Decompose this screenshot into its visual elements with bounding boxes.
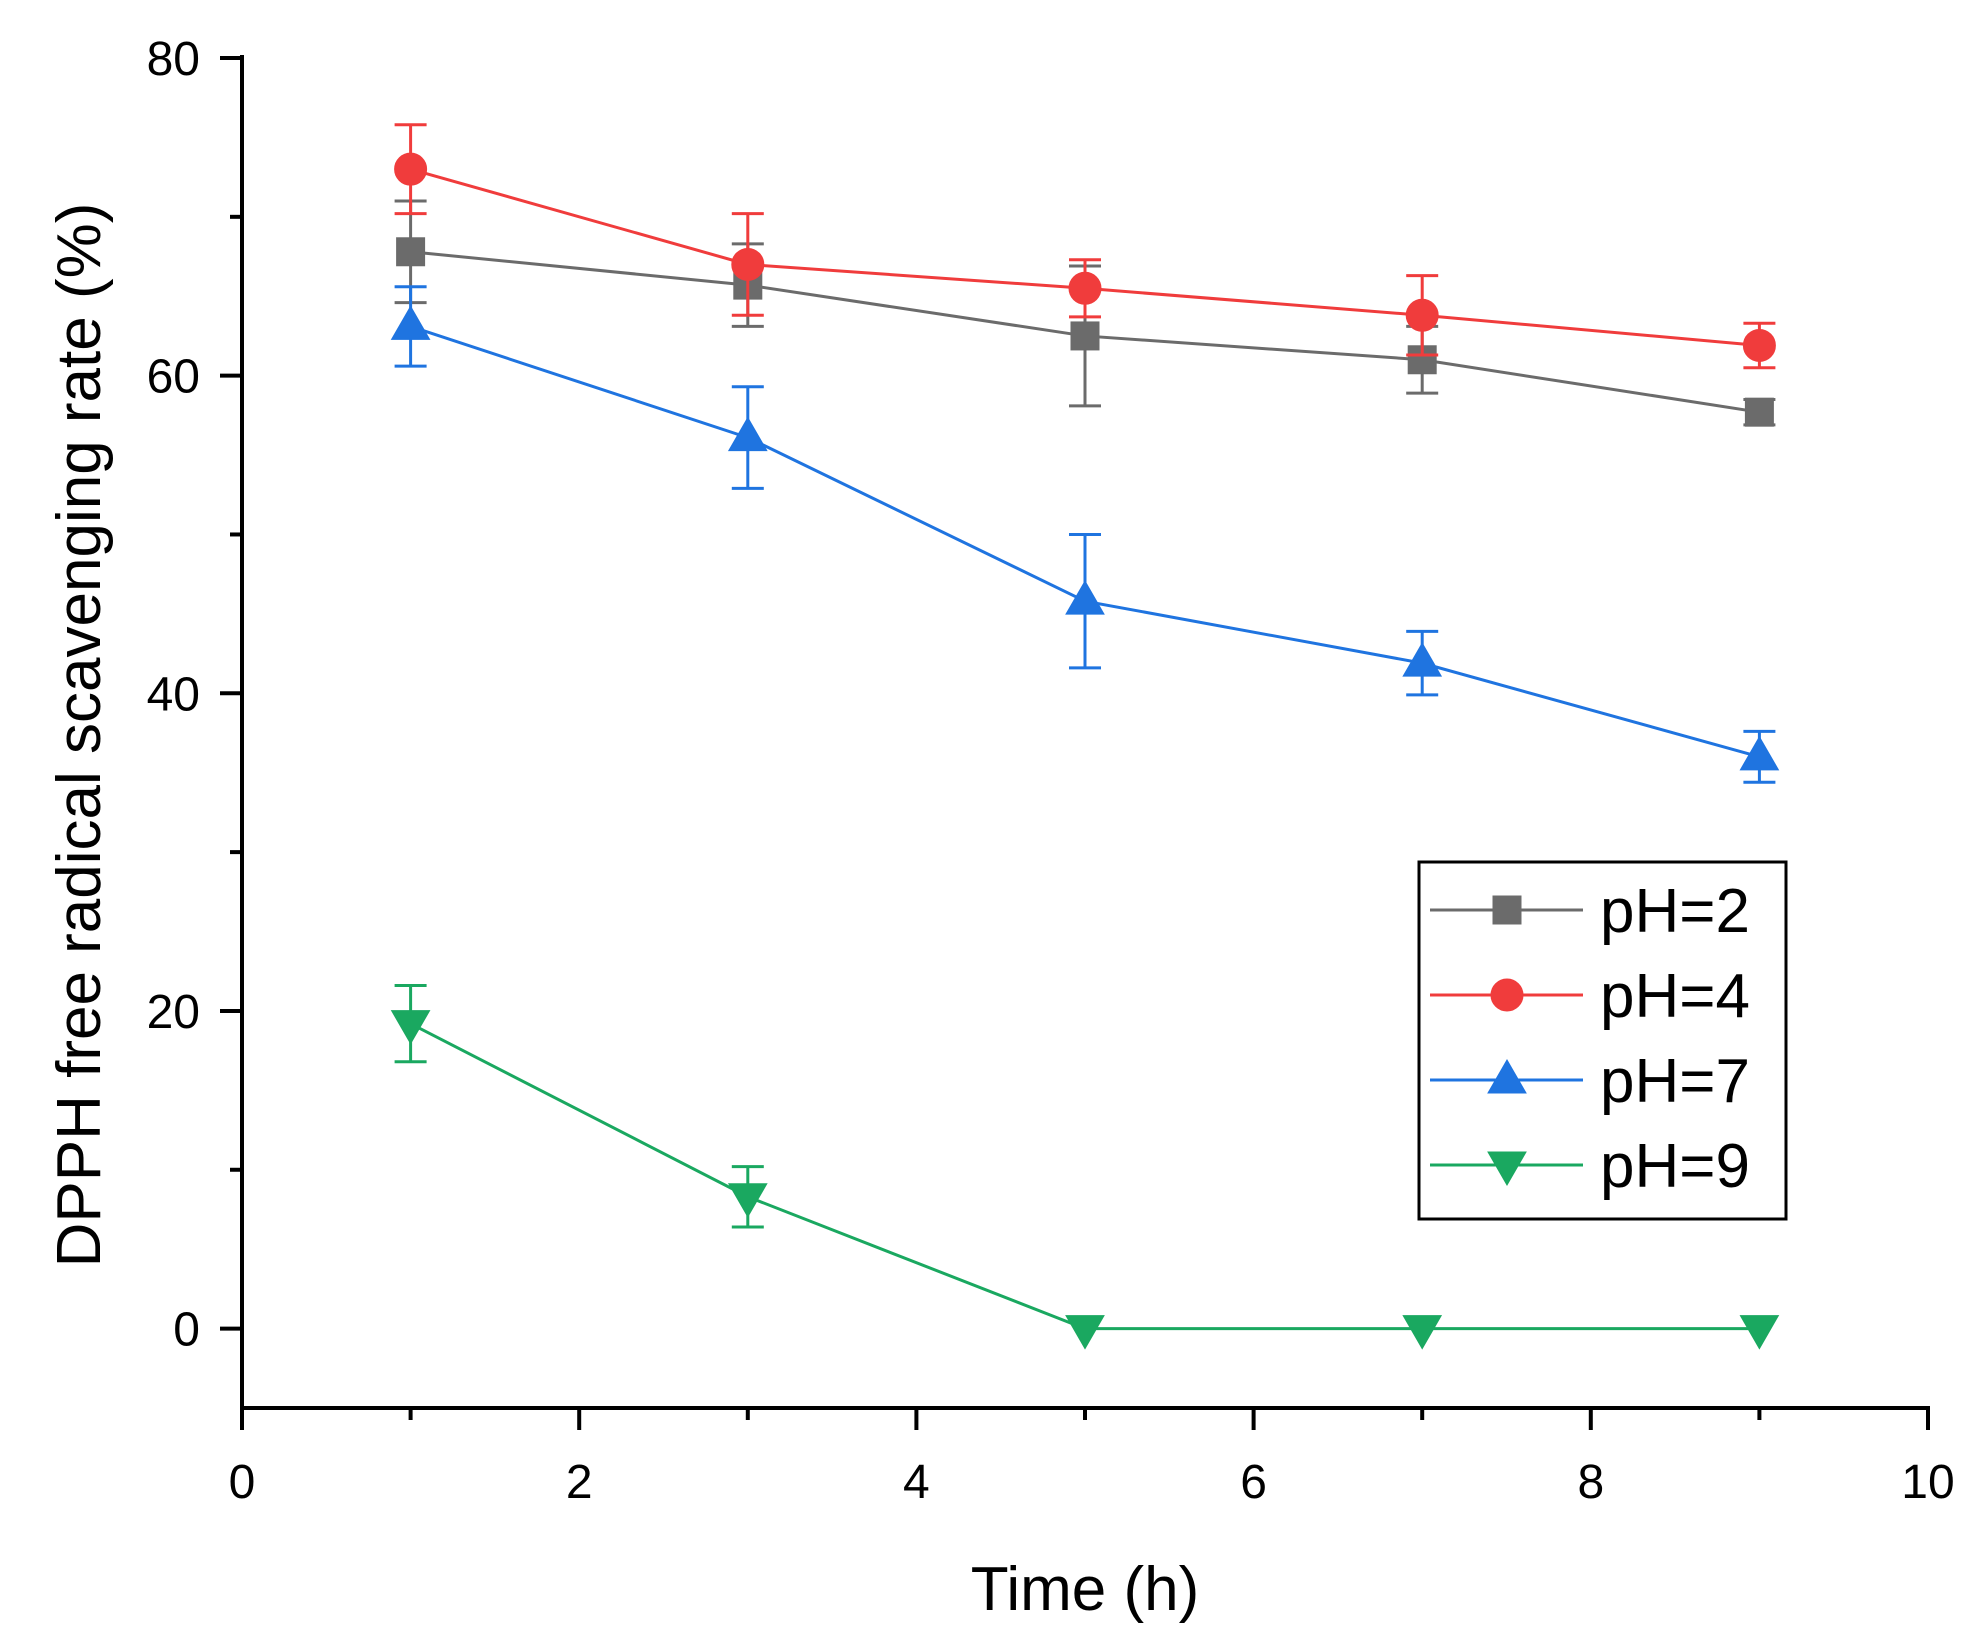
data-point [390, 1010, 431, 1045]
legend: pH=2 pH=4 pH=7 pH=9 [1417, 860, 1788, 1221]
y-tick-label: 80 [147, 33, 200, 86]
data-point [1402, 1315, 1443, 1350]
x-tick-label: 6 [1240, 1456, 1267, 1509]
data-point [1739, 1315, 1780, 1350]
legend-label: pH=4 [1600, 962, 1750, 1031]
data-point [1739, 735, 1780, 771]
legend-item-ph-4: pH=4 [1430, 962, 1750, 1031]
data-point [1065, 580, 1105, 615]
data-point [390, 305, 431, 340]
data-point [1065, 1315, 1105, 1350]
legend-label: pH=9 [1600, 1132, 1750, 1201]
y-tick-label: 60 [147, 351, 200, 404]
x-tick-label: 10 [1901, 1456, 1954, 1509]
axis-ticks-group: 0 2 4 6 8 10 0 20 40 60 80 [147, 33, 1955, 1509]
x-tick-label: 4 [903, 1456, 930, 1509]
legend-item-ph-9: pH=9 [1430, 1132, 1750, 1201]
data-point [731, 247, 765, 281]
data-point [394, 152, 428, 186]
legend-label: pH=7 [1600, 1047, 1750, 1116]
data-point [1742, 328, 1776, 362]
series-ph-7 [390, 285, 1780, 784]
legend-marker [1492, 895, 1522, 925]
data-point [1068, 271, 1102, 305]
x-axis-title: Time (h) [971, 1555, 1199, 1624]
data-point [1070, 321, 1100, 351]
legend-frame [1417, 860, 1788, 1221]
legend-entries: pH=2 pH=4 pH=7 pH=9 [1430, 877, 1750, 1201]
series-group [390, 123, 1780, 1350]
x-tick-label: 8 [1577, 1456, 1604, 1509]
y-tick-label: 40 [147, 668, 200, 721]
legend-marker [1487, 1058, 1527, 1094]
y-axis-title: DPPH free radical scavenging rate (%) [45, 203, 114, 1268]
data-point [1744, 397, 1774, 427]
data-point [1402, 642, 1443, 677]
legend-marker [1487, 1151, 1527, 1187]
data-point [1405, 298, 1439, 332]
data-point [727, 416, 768, 452]
series-ph-4 [394, 123, 1776, 370]
series-ph-9 [390, 984, 1780, 1350]
legend-item-ph-2: pH=2 [1430, 877, 1750, 946]
legend-item-ph-7: pH=7 [1430, 1047, 1750, 1116]
legend-marker [1490, 978, 1524, 1012]
y-tick-label: 20 [147, 986, 200, 1039]
x-tick-label: 2 [566, 1456, 593, 1509]
data-point [396, 237, 426, 267]
y-tick-label: 0 [173, 1304, 200, 1357]
x-tick-label: 0 [229, 1456, 256, 1509]
legend-label: pH=2 [1600, 877, 1750, 946]
data-point [727, 1183, 768, 1218]
